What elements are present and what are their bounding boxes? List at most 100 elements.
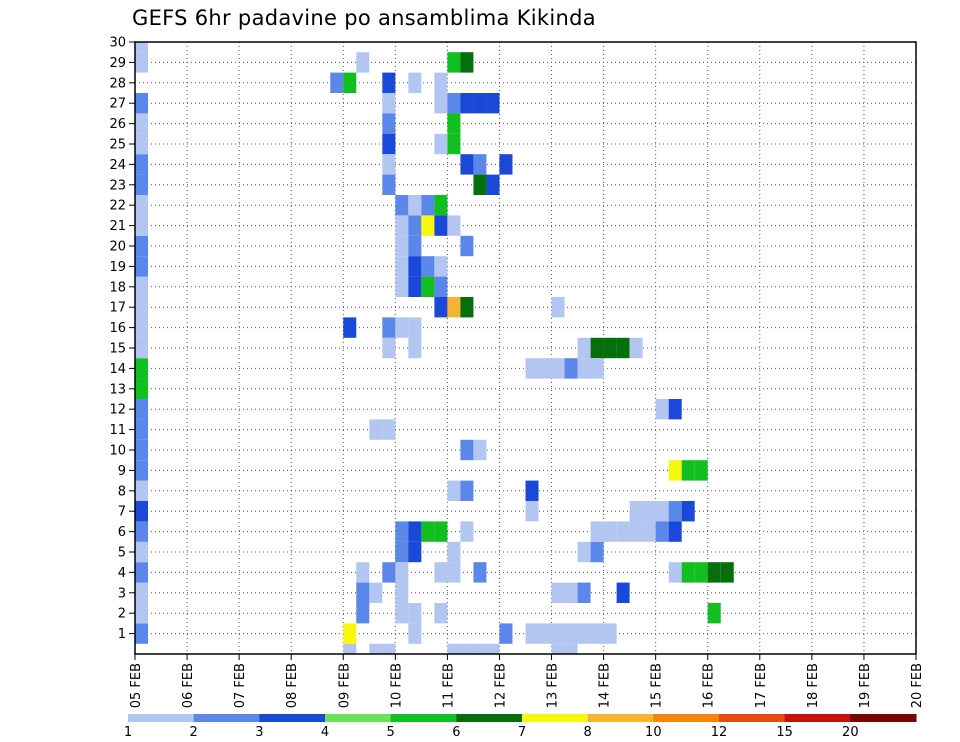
heatmap-cell (382, 419, 396, 440)
x-tick-label: 16 FEB (702, 663, 717, 708)
heatmap-cell (564, 358, 578, 379)
heatmap-cell (135, 603, 149, 624)
heatmap-cell (408, 317, 422, 338)
heatmap-cell (408, 195, 422, 216)
colorbar-swatch (653, 714, 720, 722)
heatmap-cells (135, 42, 734, 654)
heatmap-cell (135, 541, 149, 563)
heatmap-cell (135, 439, 149, 461)
heatmap-cell (135, 215, 149, 236)
heatmap-cell (447, 215, 461, 236)
heatmap-cell (486, 174, 500, 195)
y-tick-label: 25 (109, 138, 126, 153)
heatmap-cell (473, 643, 487, 654)
heatmap-cell (135, 235, 149, 257)
heatmap-cell (434, 276, 448, 297)
heatmap-cell (447, 52, 461, 73)
heatmap-cell (538, 623, 552, 644)
colorbar-label: 1 (124, 725, 132, 740)
heatmap-cell (434, 72, 448, 93)
heatmap-cell (577, 358, 591, 379)
heatmap-cell (460, 480, 474, 501)
x-tick-label: 09 FEB (337, 663, 352, 708)
heatmap-cell (408, 603, 422, 624)
y-tick-label: 27 (109, 97, 126, 112)
heatmap-cell (525, 623, 539, 644)
x-tick-label: 10 FEB (389, 663, 404, 708)
heatmap-cell (486, 93, 500, 114)
heatmap-cell (434, 215, 448, 236)
heatmap-cell (135, 337, 149, 359)
heatmap-cell (135, 256, 149, 277)
heatmap-cell (616, 582, 630, 603)
y-tick-label: 1 (118, 627, 126, 642)
heatmap-cell (447, 541, 461, 563)
colorbar-label: 4 (321, 725, 329, 740)
heatmap-cell (395, 603, 409, 624)
heatmap-cell (538, 358, 552, 379)
heatmap-cell (525, 480, 539, 501)
y-tick-label: 8 (118, 484, 126, 499)
heatmap-cell (408, 337, 422, 359)
x-tick-label: 14 FEB (598, 663, 613, 708)
heatmap-cell (135, 113, 149, 134)
x-tick-label: 07 FEB (233, 663, 248, 708)
colorbar-swatch (456, 714, 523, 722)
heatmap-cell (668, 501, 682, 522)
heatmap-cell (421, 195, 435, 216)
x-tick-label: 19 FEB (858, 663, 873, 708)
y-tick-label: 5 (118, 546, 126, 561)
heatmap-cell (135, 133, 149, 155)
heatmap-cell (590, 541, 604, 563)
heatmap-cell (421, 256, 435, 277)
heatmap-cell (460, 235, 474, 257)
x-tick-label: 13 FEB (546, 663, 561, 708)
heatmap-cell (421, 521, 435, 542)
heatmap-cell (408, 256, 422, 277)
heatmap-cell (629, 521, 643, 542)
heatmap-cell (434, 256, 448, 277)
colorbar-label: 12 (711, 725, 728, 740)
grid (135, 42, 916, 654)
heatmap-cell (395, 541, 409, 563)
heatmap-cell (135, 582, 149, 603)
heatmap-cell (135, 521, 149, 542)
heatmap-cell (668, 521, 682, 542)
heatmap-cell (447, 480, 461, 501)
heatmap-cell (408, 623, 422, 644)
x-tick-label: 05 FEB (129, 663, 144, 708)
colorbar: 1 2 3 4 5 6 7 8 10 12 15 20 (124, 714, 917, 740)
heatmap-cell (382, 113, 396, 134)
heatmap-cell (395, 521, 409, 542)
heatmap-cell (577, 337, 591, 359)
heatmap-cell (564, 623, 578, 644)
heatmap-cell (564, 643, 578, 654)
y-tick-label: 10 (109, 444, 126, 459)
heatmap-cell (395, 195, 409, 216)
heatmap-cell (135, 93, 149, 114)
heatmap-cell (603, 337, 617, 359)
y-tick-label: 7 (118, 505, 126, 520)
heatmap-cell (135, 460, 149, 481)
plot-frame (134, 41, 917, 655)
y-tick-label: 6 (118, 525, 126, 540)
heatmap-cell (447, 562, 461, 583)
heatmap-cell (343, 623, 357, 644)
heatmap-cell (434, 133, 448, 155)
y-tick-label: 9 (118, 464, 126, 479)
heatmap-cell (356, 562, 370, 583)
heatmap-cell (616, 521, 630, 542)
colorbar-label: 2 (190, 725, 198, 740)
heatmap-cell (525, 358, 539, 379)
heatmap-cell (473, 154, 487, 175)
heatmap-cell (382, 317, 396, 338)
colorbar-swatch (390, 714, 457, 722)
heatmap-cell (135, 52, 149, 73)
heatmap-cell (135, 419, 149, 440)
heatmap-cell (408, 276, 422, 297)
x-tick-label: 08 FEB (285, 663, 300, 708)
colorbar-swatch (128, 714, 195, 722)
y-tick-label: 28 (109, 76, 126, 91)
heatmap-cell (460, 154, 474, 175)
heatmap-cell (681, 501, 695, 522)
